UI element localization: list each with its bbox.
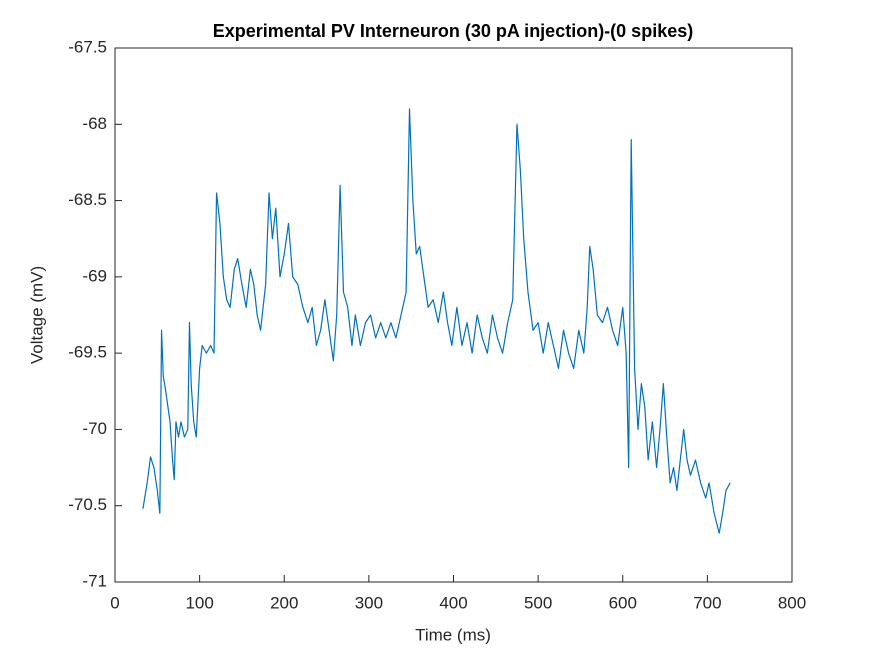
y-tick-label: -69.5 <box>68 343 107 362</box>
y-axis-label: Voltage (mV) <box>27 266 46 364</box>
x-tick-label: 600 <box>609 593 637 612</box>
y-tick-label: -67.5 <box>68 37 107 56</box>
x-tick-label: 200 <box>270 593 298 612</box>
x-tick-label: 0 <box>110 593 119 612</box>
plot-frame <box>114 47 793 583</box>
y-tick-label: -70 <box>82 419 107 438</box>
y-tick-label: -71 <box>82 571 107 590</box>
x-tick-label: 700 <box>693 593 721 612</box>
x-axis-label: Time (ms) <box>415 625 491 644</box>
y-tick-label: -69 <box>82 266 107 285</box>
y-tick-label: -68.5 <box>68 190 107 209</box>
x-tick-label: 800 <box>778 593 806 612</box>
x-tick-label: 400 <box>439 593 467 612</box>
data-line <box>142 108 731 534</box>
y-tick-label: -70.5 <box>68 495 107 514</box>
chart-title: Experimental PV Interneuron (30 pA injec… <box>213 21 693 41</box>
x-tick-label: 100 <box>185 593 213 612</box>
x-tick-label: 500 <box>524 593 552 612</box>
x-tick-label: 300 <box>355 593 383 612</box>
y-tick-label: -68 <box>82 114 107 133</box>
